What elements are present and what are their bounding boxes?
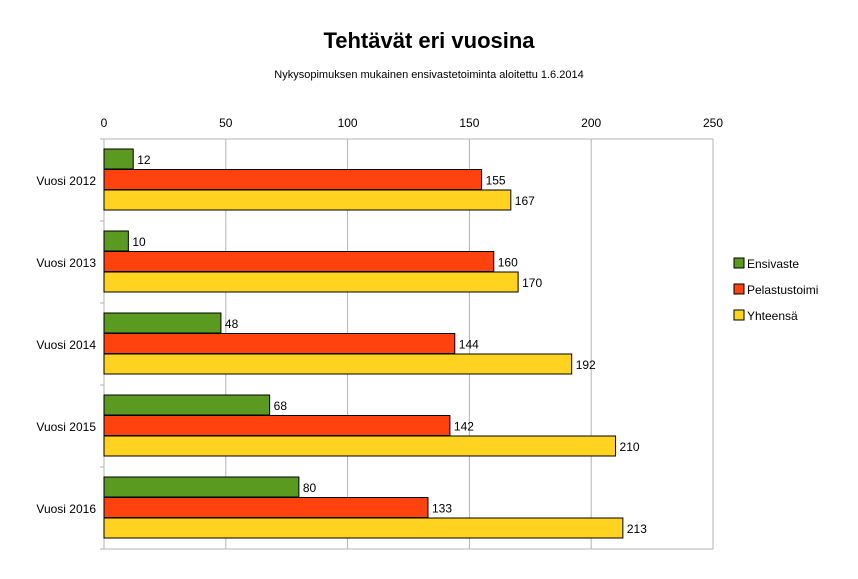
data-label: 170 bbox=[522, 276, 542, 290]
data-label: 48 bbox=[225, 317, 239, 331]
data-label: 10 bbox=[132, 235, 146, 249]
y-category-label: Vuosi 2012 bbox=[36, 174, 96, 188]
data-label: 144 bbox=[459, 337, 479, 351]
data-label: 142 bbox=[454, 419, 474, 433]
data-label: 12 bbox=[137, 153, 151, 167]
chart-subtitle: Nykysopimuksen mukainen ensivastetoimint… bbox=[274, 69, 584, 81]
bar bbox=[103, 497, 429, 518]
data-label: 80 bbox=[303, 481, 317, 495]
data-label: 160 bbox=[498, 255, 518, 269]
bar bbox=[103, 312, 222, 334]
legend-swatch bbox=[733, 309, 745, 321]
x-tick-label: 50 bbox=[219, 116, 233, 130]
x-tick-label: 100 bbox=[338, 116, 358, 130]
bar bbox=[103, 394, 271, 416]
y-category-label: Vuosi 2016 bbox=[36, 502, 96, 516]
y-category-label: Vuosi 2015 bbox=[36, 420, 96, 434]
bars bbox=[103, 148, 624, 539]
bar bbox=[103, 169, 483, 190]
x-tick-label: 250 bbox=[703, 116, 723, 130]
legend-label: Pelastustoimi bbox=[747, 283, 818, 297]
bar bbox=[103, 333, 456, 354]
bar bbox=[103, 230, 129, 252]
y-category-label: Vuosi 2014 bbox=[36, 338, 96, 352]
bar bbox=[103, 353, 573, 375]
y-category-label: Vuosi 2013 bbox=[36, 256, 96, 270]
data-label: 155 bbox=[486, 173, 506, 187]
bar bbox=[103, 476, 300, 498]
bar bbox=[103, 251, 495, 272]
axes: 0 50 100 150 200 250 Vuosi 2012 Vuosi 2013 Vuosi… bbox=[36, 116, 723, 550]
data-label: 133 bbox=[432, 501, 452, 515]
data-label: 167 bbox=[515, 194, 535, 208]
x-tick-label: 0 bbox=[101, 116, 108, 130]
data-label: 210 bbox=[620, 440, 640, 454]
data-label: 213 bbox=[627, 522, 647, 536]
bar bbox=[103, 415, 451, 436]
chart-title: Tehtävät eri vuosina bbox=[323, 28, 535, 53]
x-tick-label: 150 bbox=[459, 116, 479, 130]
bar bbox=[103, 271, 519, 293]
bar bbox=[103, 148, 134, 170]
legend: Ensivaste Pelastustoimi Yhteensä bbox=[733, 257, 818, 323]
x-tick-label: 200 bbox=[581, 116, 601, 130]
bar bbox=[103, 517, 624, 539]
data-label: 68 bbox=[274, 399, 288, 413]
legend-label: Yhteensä bbox=[747, 309, 798, 323]
data-labels: 12 155 167 10 160 170 48 144 192 68 142 210 80 133 213 bbox=[132, 153, 647, 536]
bar bbox=[103, 189, 512, 211]
bar bbox=[103, 435, 617, 457]
legend-swatch bbox=[733, 257, 745, 269]
data-label: 192 bbox=[576, 358, 596, 372]
legend-label: Ensivaste bbox=[747, 257, 799, 271]
legend-swatch bbox=[733, 283, 745, 295]
